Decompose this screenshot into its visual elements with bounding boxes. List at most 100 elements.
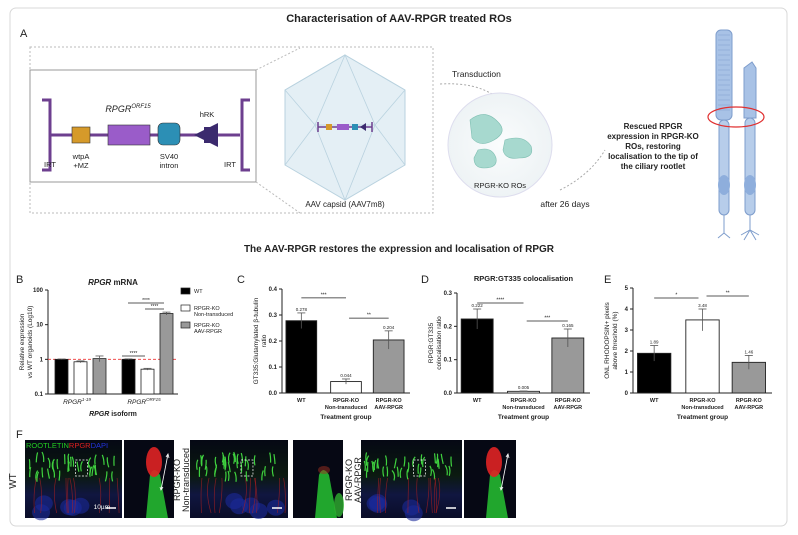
y-tick-label: 0.1 (444, 358, 453, 364)
highlight-ellipse (707, 106, 765, 128)
y-tick-label: 0.2 (269, 339, 278, 345)
rootlet (93, 464, 97, 475)
aav-capsid-icon (284, 53, 406, 202)
rootlet (244, 456, 247, 467)
bar-0 (285, 320, 318, 394)
rootlet (227, 462, 231, 473)
after-arrow-icon (559, 149, 606, 191)
rootlet (384, 455, 388, 466)
x-tick-label: WT (297, 398, 306, 404)
x-tick-label: Non-transduced (681, 405, 723, 411)
x-axis-label-italic: RPGR (89, 411, 109, 418)
legend-swatch (180, 304, 191, 312)
significance-label: *** (321, 292, 327, 298)
y-tick-label: 100 (33, 288, 44, 294)
svg-text:ROs, restoring: ROs, restoring (625, 142, 681, 151)
y-axis-label-line: RPGR:GT335 (428, 322, 435, 363)
rootlet (444, 464, 448, 476)
rootlet (41, 451, 45, 463)
rootlet (111, 471, 114, 482)
significance-label: **** (151, 304, 159, 310)
data-label: 0.278 (296, 307, 308, 312)
rootlet (406, 469, 409, 480)
x-tick-label-sup: ORF15 (146, 397, 161, 402)
rootlet-zoom (315, 470, 337, 518)
rootlet (232, 453, 235, 464)
rootlet (69, 456, 72, 467)
rpgr-signal (254, 477, 258, 514)
rootlet (261, 470, 264, 481)
y-tick-label: 0.1 (269, 365, 278, 371)
x-tick-label: AAV-RPGR (735, 405, 764, 411)
rootlet (76, 461, 80, 472)
rootlet (418, 467, 422, 478)
rootlet (264, 465, 267, 477)
legend-label: WT (194, 289, 203, 295)
y-axis-label-line: ONL RHODOPSIN+ pixels (604, 301, 611, 378)
y-axis-label: RPGR:GT335colocalisation ratio (428, 316, 443, 370)
rootlet (422, 456, 426, 468)
rootlet (437, 458, 440, 469)
bar-1-1 (140, 368, 155, 395)
y-tick-label: 4 (625, 307, 629, 313)
y-tick-label: 2 (625, 349, 629, 355)
rootlet (393, 458, 397, 469)
x-tick-label: RPGR1-19 (63, 397, 91, 406)
rootlet (87, 457, 92, 468)
significance-label: * (675, 293, 677, 299)
chart-title-italic: RPGR (88, 278, 111, 287)
x-tick-label: RPGR-KO (736, 398, 763, 404)
x-tick-label: AAV-RPGR (554, 405, 583, 411)
significance-label: *** (544, 316, 550, 322)
y-tick-label: 0.2 (444, 324, 453, 330)
rootlet (396, 466, 399, 477)
rootlet (271, 466, 274, 477)
data-label: 1.89 (650, 340, 659, 345)
wtpa-label: wtpA (72, 152, 90, 161)
panel-f: ROOTLETINRPGRDAPI WT RPGR-KO Non-transdu… (8, 440, 516, 522)
rootlet (36, 471, 40, 482)
x-tick-label: RPGR-KO (376, 398, 403, 404)
rpgr-signal (108, 477, 111, 514)
rootlet (417, 463, 420, 474)
subtitle: The AAV-RPGR restores the expression and… (244, 244, 555, 255)
legend-swatch (180, 321, 191, 329)
rootlet (386, 466, 389, 477)
rootlet-zoom-2 (334, 493, 344, 517)
rootlet (227, 470, 230, 482)
y-axis-label-line: ratio (261, 334, 268, 347)
zoom-inset-2 (464, 440, 516, 518)
chart-title-rest: mRNA (111, 278, 138, 287)
nucleus (249, 502, 268, 519)
micrograph-0 (25, 440, 122, 521)
bar-1-0 (73, 361, 88, 395)
rootlet (450, 456, 453, 467)
rootlet (67, 460, 70, 471)
chart-e: 0 1 2 3 4 5 ONL RHODOPSIN+ pixelsabove thresho… (604, 286, 772, 421)
photoreceptor-icons (707, 29, 765, 241)
rpgr-orf15-element (107, 124, 151, 146)
panel-letter-b: B (16, 274, 23, 286)
rootlet (91, 465, 94, 477)
rootlet (41, 467, 44, 478)
significance-label: ** (367, 313, 371, 319)
rpgr-signal (379, 477, 381, 514)
y-tick-label: 10 (36, 323, 43, 329)
rootlet (246, 459, 249, 471)
x-tick-label: RPGR-KO (555, 398, 582, 404)
rootlet (234, 471, 237, 482)
chart-d: RPGR:GT335 colocalisation 0.0 0.1 0.2 0.3 RPG… (428, 274, 590, 421)
hrk-label: hRK (200, 110, 215, 119)
rpgr-signal (416, 477, 420, 514)
rpgr-signal (98, 477, 102, 514)
rootlet (104, 471, 108, 482)
row-label-wt: WT (8, 473, 19, 489)
y-tick-label: 0.0 (444, 391, 453, 397)
svg-text:expression in RPGR-KO: expression in RPGR-KO (607, 132, 699, 141)
x-axis-label: RPGR isoform (89, 411, 137, 418)
rootlet (363, 460, 366, 472)
rpgr-signal (407, 477, 409, 514)
rpgr-signal (252, 477, 257, 514)
